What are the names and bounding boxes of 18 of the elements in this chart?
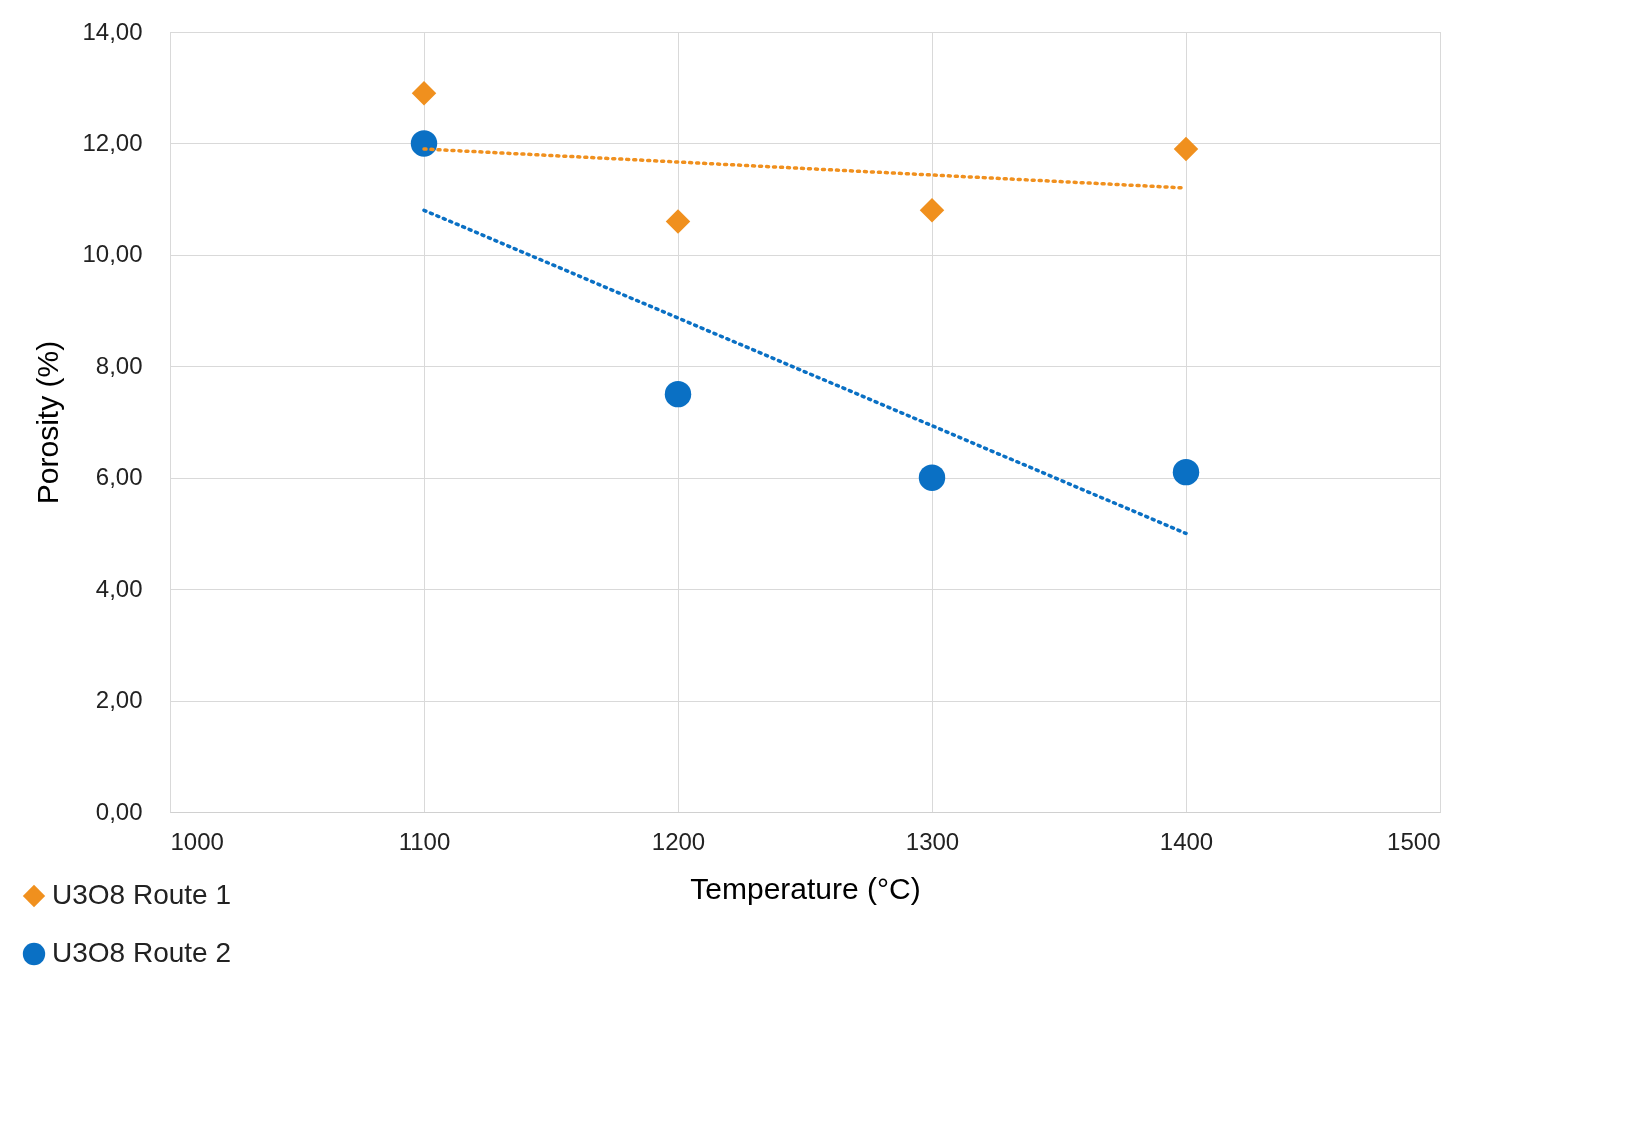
- y-tick-label: 12,00: [82, 128, 143, 156]
- x-tick-label: 1000: [170, 827, 224, 855]
- legend-label: U3O8 Route 2: [52, 937, 231, 968]
- x-tick-label: 1100: [398, 827, 451, 855]
- x-tick-label: 1200: [651, 827, 706, 855]
- legend-label: U3O8 Route 1: [52, 879, 231, 910]
- x-axis-title: Temperature (°C): [690, 871, 921, 905]
- y-tick-label: 6,00: [95, 463, 143, 491]
- y-tick-label: 10,00: [82, 240, 143, 268]
- x-tick-label: 1500: [1387, 827, 1441, 855]
- y-axis-title: Porosity (%): [31, 340, 65, 505]
- y-tick-label: 4,00: [95, 574, 143, 602]
- x-tick-label: 1300: [905, 827, 960, 855]
- y-tick-label: 0,00: [95, 797, 143, 825]
- y-tick-label: 14,00: [82, 17, 143, 45]
- y-tick-label: 2,00: [95, 686, 143, 714]
- x-tick-label: 1400: [1159, 827, 1214, 855]
- y-tick-label: 8,00: [95, 351, 143, 379]
